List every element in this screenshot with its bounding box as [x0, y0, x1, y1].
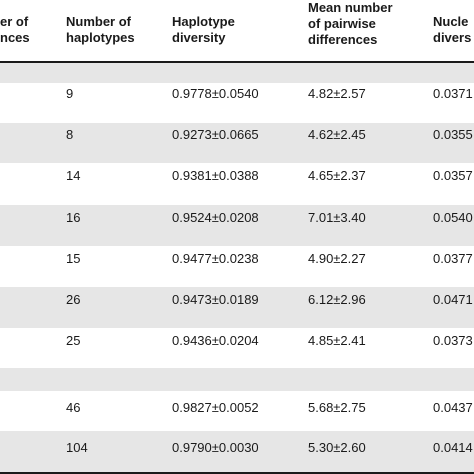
cell-nucleotide-diversity: 0.0355: [433, 127, 473, 142]
cell-haplotype-diversity: 0.9477±0.0238: [172, 251, 259, 266]
cell-number-of-haplotypes: 9: [66, 86, 74, 101]
cell-number-of-haplotypes: 16: [66, 210, 81, 225]
cell-mean-pairwise-differences: 4.65±2.37: [308, 168, 366, 183]
cell-mean-pairwise-differences: 6.12±2.96: [308, 292, 366, 307]
table-row: 104 0.9790±0.0030 5.30±2.60 0.0414: [0, 431, 474, 472]
cell-haplotype-diversity: 0.9778±0.0540: [172, 86, 259, 101]
table-header: er of nces Number of haplotypes Haplotyp…: [0, 0, 474, 61]
cell-mean-pairwise-differences: 4.90±2.27: [308, 251, 366, 266]
table-row: 9 0.9778±0.0540 4.82±2.57 0.0371: [0, 83, 474, 123]
cell-nucleotide-diversity: 0.0371: [433, 86, 473, 101]
header-rule: [0, 61, 474, 63]
table-row: [0, 63, 474, 83]
table-row: [0, 368, 474, 391]
table-row: 15 0.9477±0.0238 4.90±2.27 0.0377: [0, 246, 474, 287]
header-mean-pairwise-differences: Mean number of pairwise differences: [308, 0, 393, 47]
cell-haplotype-diversity: 0.9827±0.0052: [172, 400, 259, 415]
cell-mean-pairwise-differences: 5.30±2.60: [308, 440, 366, 455]
cell-nucleotide-diversity: 0.0414: [433, 440, 473, 455]
cell-number-of-haplotypes: 8: [66, 127, 74, 142]
cell-haplotype-diversity: 0.9273±0.0665: [172, 127, 259, 142]
cell-number-of-haplotypes: 26: [66, 292, 81, 307]
cell-haplotype-diversity: 0.9436±0.0204: [172, 333, 259, 348]
header-number-of-haplotypes: Number of haplotypes: [66, 14, 135, 45]
cell-number-of-haplotypes: 15: [66, 251, 81, 266]
cell-haplotype-diversity: 0.9381±0.0388: [172, 168, 259, 183]
cell-nucleotide-diversity: 0.0373: [433, 333, 473, 348]
cell-mean-pairwise-differences: 5.68±2.75: [308, 400, 366, 415]
table-row: 14 0.9381±0.0388 4.65±2.37 0.0357: [0, 163, 474, 205]
table-row: 26 0.9473±0.0189 6.12±2.96 0.0471: [0, 287, 474, 328]
cell-nucleotide-diversity: 0.0471: [433, 292, 473, 307]
header-differences-partial: er of nces: [0, 14, 30, 45]
cell-number-of-haplotypes: 25: [66, 333, 81, 348]
cell-nucleotide-diversity: 0.0377: [433, 251, 473, 266]
cell-haplotype-diversity: 0.9473±0.0189: [172, 292, 259, 307]
table-row: 16 0.9524±0.0208 7.01±3.40 0.0540: [0, 205, 474, 246]
cell-haplotype-diversity: 0.9524±0.0208: [172, 210, 259, 225]
cell-mean-pairwise-differences: 4.82±2.57: [308, 86, 366, 101]
table-row: 46 0.9827±0.0052 5.68±2.75 0.0437: [0, 391, 474, 431]
header-nucleotide-diversity-partial: Nucle divers: [433, 14, 472, 45]
cell-number-of-haplotypes: 46: [66, 400, 81, 415]
cell-number-of-haplotypes: 14: [66, 168, 81, 183]
cell-mean-pairwise-differences: 4.62±2.45: [308, 127, 366, 142]
table-row: 8 0.9273±0.0665 4.62±2.45 0.0355: [0, 123, 474, 163]
cell-nucleotide-diversity: 0.0357: [433, 168, 473, 183]
cell-number-of-haplotypes: 104: [66, 440, 88, 455]
cell-nucleotide-diversity: 0.0540: [433, 210, 473, 225]
header-haplotype-diversity: Haplotype diversity: [172, 14, 235, 45]
cell-haplotype-diversity: 0.9790±0.0030: [172, 440, 259, 455]
table-row: 25 0.9436±0.0204 4.85±2.41 0.0373: [0, 328, 474, 368]
bottom-rule: [0, 472, 474, 474]
cell-mean-pairwise-differences: 7.01±3.40: [308, 210, 366, 225]
cell-mean-pairwise-differences: 4.85±2.41: [308, 333, 366, 348]
cell-nucleotide-diversity: 0.0437: [433, 400, 473, 415]
